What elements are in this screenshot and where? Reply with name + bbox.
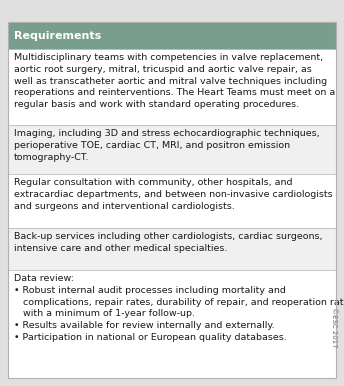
Bar [8, 228, 336, 270]
Text: Requirements: Requirements [14, 30, 101, 41]
Text: Multidisciplinary teams with competencies in valve replacement,
aortic root surg: Multidisciplinary teams with competencie… [14, 53, 335, 109]
Text: Data review:
• Robust internal audit processes including mortality and
   compli: Data review: • Robust internal audit pro… [14, 274, 344, 342]
Bar [8, 49, 336, 125]
Bar [8, 22, 336, 49]
Text: ©ESC 2017: ©ESC 2017 [331, 307, 337, 348]
Text: Regular consultation with community, other hospitals, and
extracardiac departmen: Regular consultation with community, oth… [14, 178, 333, 211]
Text: Back-up services including other cardiologists, cardiac surgeons,
intensive care: Back-up services including other cardiol… [14, 232, 323, 253]
Bar [8, 125, 336, 174]
Bar [8, 174, 336, 228]
Bar [8, 270, 336, 378]
Text: Imaging, including 3D and stress echocardiographic techniques,
perioperative TOE: Imaging, including 3D and stress echocar… [14, 129, 320, 162]
